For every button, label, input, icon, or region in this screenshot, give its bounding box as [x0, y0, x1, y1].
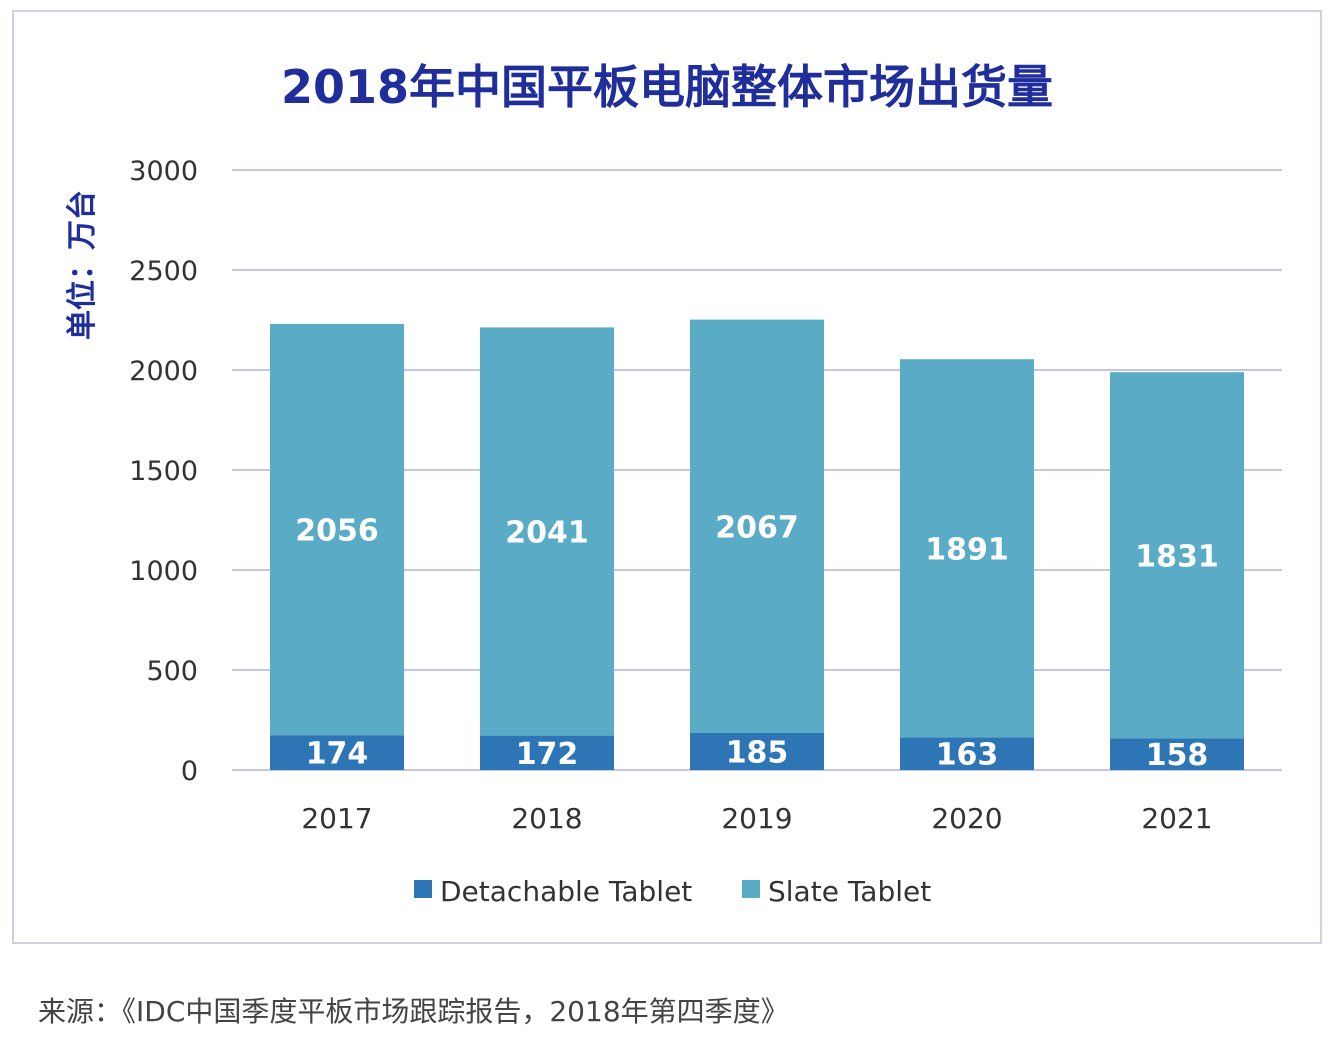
x-tick-2017: 2017 [301, 802, 372, 835]
y-tick-labels: 0 500 1000 1500 2000 2500 3000 [129, 156, 198, 787]
bars [270, 319, 1244, 770]
bar-slate-2018 [480, 327, 614, 736]
bar-detachable-2018 [480, 735, 614, 770]
source-note: 来源：《IDC中国季度平板市场跟踪报告，2018年第四季度》 [38, 995, 789, 1028]
y-tick-0: 0 [181, 756, 198, 787]
y-tick-2500: 2500 [129, 256, 198, 287]
bar-slate-2019 [690, 319, 824, 733]
legend-label-slate: Slate Tablet [768, 875, 931, 908]
x-tick-2019: 2019 [721, 802, 792, 835]
data-label-slate-2018: 2041 [505, 516, 589, 551]
chart-title: 2018年中国平板电脑整体市场出货量 [281, 60, 1053, 114]
data-label-slate-2019: 2067 [715, 510, 799, 545]
data-label-detachable-2018: 172 [516, 737, 579, 772]
bar-slate-2020 [900, 359, 1034, 738]
y-tick-1500: 1500 [129, 456, 198, 487]
bar-detachable-2017 [270, 735, 404, 770]
data-label-detachable-2017: 174 [306, 737, 369, 772]
legend-swatch-detachable [414, 880, 432, 898]
y-tick-1000: 1000 [129, 556, 198, 587]
chart: 2018年中国平板电脑整体市场出货量 单位：万台 0 500 1000 1500 200… [65, 60, 1282, 908]
legend-swatch-slate [742, 880, 760, 898]
bar-detachable-2021 [1110, 738, 1244, 770]
bar-slate-2021 [1110, 372, 1244, 739]
data-label-detachable-2019: 185 [726, 736, 789, 771]
bar-detachable-2019 [690, 733, 824, 770]
legend: Detachable Tablet Slate Tablet [414, 875, 931, 908]
data-label-slate-2020: 1891 [925, 532, 1009, 567]
chart-frame [12, 10, 1322, 944]
y-tick-2000: 2000 [129, 356, 198, 387]
bar-slate-2017 [270, 324, 404, 736]
data-labels: 174 2056 172 2041 185 2067 163 1891 158 1831 [295, 510, 1219, 773]
data-label-slate-2017: 2056 [295, 514, 379, 549]
y-axis-label: 单位：万台 [65, 190, 100, 340]
x-tick-2018: 2018 [511, 802, 582, 835]
data-label-detachable-2020: 163 [936, 738, 999, 773]
x-tick-labels: 2017 2018 2019 2020 2021 [301, 802, 1212, 835]
bar-detachable-2020 [900, 737, 1034, 770]
data-label-slate-2021: 1831 [1135, 539, 1219, 574]
data-label-detachable-2021: 158 [1146, 738, 1209, 773]
y-tick-500: 500 [146, 656, 198, 687]
x-tick-2021: 2021 [1141, 802, 1212, 835]
legend-label-detachable: Detachable Tablet [440, 875, 692, 908]
y-tick-3000: 3000 [129, 156, 198, 187]
x-tick-2020: 2020 [931, 802, 1002, 835]
